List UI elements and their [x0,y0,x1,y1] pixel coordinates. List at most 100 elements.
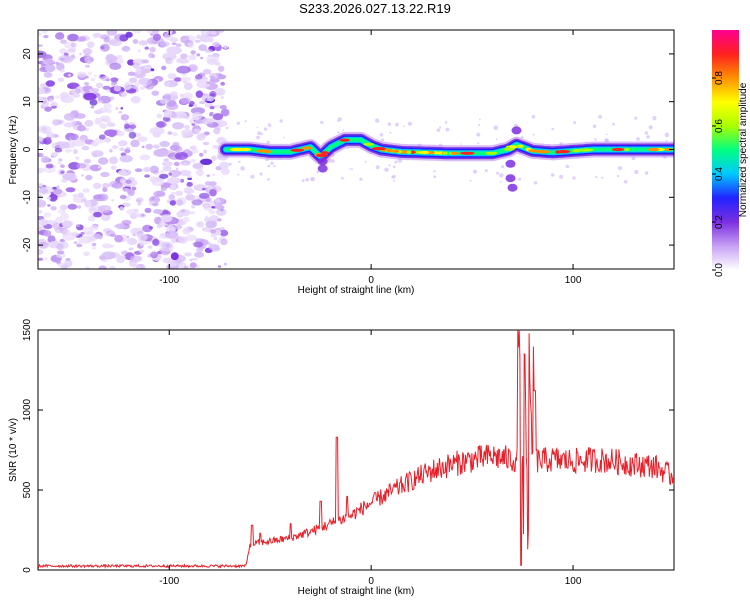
noise-blob [162,257,174,264]
noise-blob [116,257,125,264]
noise-blob [102,183,110,188]
speckle [617,166,623,171]
speckle [384,167,389,172]
signal-hotspot [555,150,560,154]
noise-blob [83,158,92,164]
noise-blob [220,238,228,246]
speckle [605,133,608,136]
speckle [394,160,398,164]
speckle [652,116,657,121]
x-tick-label: 0 [368,275,374,286]
noise-blob [87,236,96,243]
noise-blob [217,265,222,268]
noise-blob [136,201,142,206]
noise-blob [174,152,188,160]
speckle [444,121,448,124]
noise-blob [122,202,131,207]
noise-blob [59,48,67,55]
noise-blob [209,106,215,110]
speckle [484,169,488,173]
noise-blob [98,134,106,140]
spectrogram-y-ticks: 20 10 0 -10 -20 [22,48,674,252]
noise-blob [168,172,172,176]
speckle [433,175,437,179]
noise-blob [144,174,151,178]
noise-blob [200,30,210,36]
noise-blob [193,128,201,133]
speckle [337,131,340,134]
noise-blob [182,92,193,100]
noise-blob [198,167,203,172]
noise-blob [102,85,111,90]
speckle [648,125,653,130]
noise-blob [188,54,197,61]
speckle [572,176,576,180]
noise-blob [53,188,63,195]
noise-blob [146,30,160,35]
speckle [310,177,313,181]
colorbar-tick-label: 0.8 [714,71,725,85]
x-tick-label: 100 [565,576,582,587]
noise-blob [177,236,188,244]
noise-blob [132,264,142,269]
noise-blob [184,124,190,130]
noise-blob [139,242,145,247]
noise-blob [161,161,173,167]
noise-blob [188,104,193,107]
noise-blob [143,265,146,269]
noise-blob [143,166,151,173]
noise-blob [94,117,102,125]
speckle [472,169,478,174]
noise-blob [111,199,115,202]
noise-blob [38,167,44,174]
noise-blob [67,203,78,210]
noise-blob [179,169,192,176]
noise-blob [147,245,153,249]
speckle [531,115,536,119]
speckle [283,136,286,139]
noise-blob [120,255,126,259]
speckle [496,171,500,175]
noise-blob [98,100,103,104]
noise-blob [132,62,141,69]
colorbar-ticks: 0.0 0.2 0.4 0.6 0.8 [712,71,725,277]
speckle [341,176,344,180]
noise-blob [139,154,151,161]
noise-blob [213,215,220,221]
noise-blob [211,155,217,161]
noise-blob [73,241,78,244]
noise-blob [129,77,138,83]
noise-blob [151,54,156,58]
noise-blob [184,148,190,153]
noise-blob [192,112,203,120]
noise-blob [91,242,97,247]
noise-blob [124,148,131,154]
noise-blob [213,236,218,241]
noise-blob [38,187,49,194]
noise-blob [38,193,43,198]
noise-blob [75,224,80,228]
noise-blob [38,248,44,256]
noise-blob [59,238,65,243]
noise-blob [200,56,204,60]
noise-blob [127,71,136,77]
noise-blob [180,98,189,104]
speckle [634,169,639,175]
speckle [469,179,472,182]
noise-blob [60,170,65,174]
noise-blob [60,95,74,104]
noise-blob [106,30,118,36]
noise-blob [106,89,111,93]
noise-blob [164,81,172,88]
noise-blob [51,105,57,109]
noise-blob [99,123,107,129]
noise-blob [111,182,123,189]
signal-hotspot [239,147,252,152]
speckle [259,172,263,176]
noise-blob [110,165,117,170]
noise-blob [143,84,147,87]
signal-hotspot [406,150,412,154]
speckle [573,121,577,124]
noise-blob [202,117,215,125]
noise-blob [77,36,87,42]
